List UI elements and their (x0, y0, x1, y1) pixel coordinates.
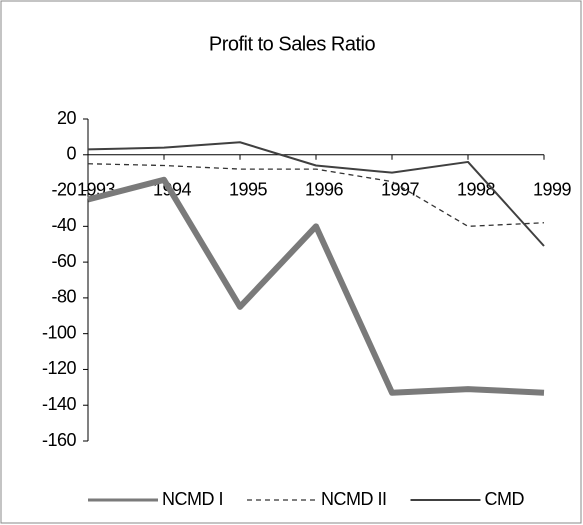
y-tick-label: 20 (57, 108, 77, 128)
chart-title: Profit to Sales Ratio (209, 33, 376, 55)
y-tick-label: -20 (51, 179, 76, 199)
y-tick-label: -100 (42, 322, 77, 342)
y-tick-label: -80 (51, 287, 76, 307)
y-tick-label: 0 (66, 144, 76, 164)
y-tick-label: -140 (42, 394, 77, 414)
legend-label: NCMD I (162, 489, 223, 509)
x-tick-label: 1998 (457, 180, 496, 200)
x-tick-label: 1995 (229, 180, 268, 200)
y-tick-label: -120 (42, 358, 77, 378)
series-line (87, 163, 545, 227)
x-tick-label: 1997 (381, 180, 420, 200)
y-tick-label: -60 (51, 251, 76, 271)
y-tick-label: -160 (42, 430, 77, 450)
series-line (87, 176, 545, 396)
series-line (87, 141, 545, 247)
x-tick-label: 1996 (305, 180, 344, 200)
legend-label: NCMD II (321, 489, 387, 509)
x-tick-label: 1999 (533, 180, 572, 200)
legend-label: CMD (485, 489, 525, 509)
y-tick-label: -40 (51, 215, 76, 235)
